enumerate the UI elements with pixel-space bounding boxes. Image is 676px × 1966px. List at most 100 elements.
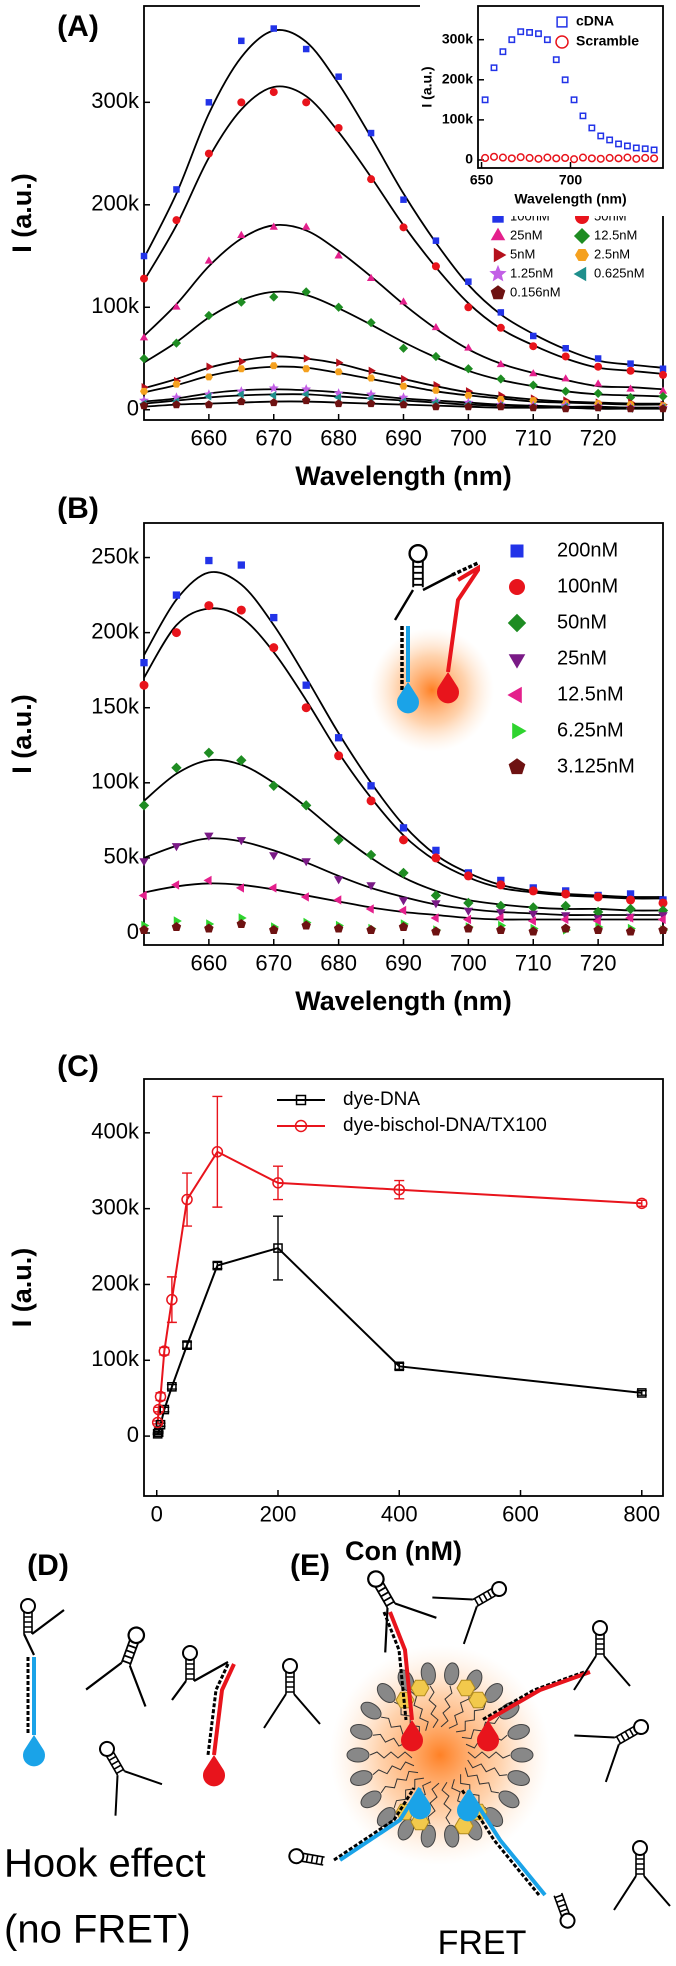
x-tick-label: 700 (559, 171, 583, 187)
target-strand (333, 1787, 416, 1862)
data-point (534, 154, 543, 163)
data-point (496, 880, 506, 890)
data-point (626, 890, 635, 898)
data-point (172, 591, 181, 599)
hairpin-arms (263, 1693, 321, 1729)
data-point (302, 365, 311, 373)
hairpin (288, 1848, 325, 1866)
lipid-head (507, 1724, 530, 1740)
hairpin-stem (595, 1634, 605, 1656)
data-point (139, 680, 149, 690)
hairpin-loop (633, 1719, 650, 1735)
inset-background (420, 2, 665, 216)
legend-marker (508, 654, 526, 669)
data-point (592, 906, 604, 918)
data-point (560, 914, 569, 925)
probe (202, 1663, 236, 1787)
panel-label: (D) (27, 1549, 69, 1582)
data-point (431, 853, 441, 863)
data-point (301, 920, 311, 930)
data-point (236, 605, 246, 615)
illustrations: (D) Hook effect (no FRET) (E) FRET (4, 543, 671, 1962)
data-point (516, 153, 525, 162)
lipid-tail (448, 1691, 470, 1729)
x-tick-label: 690 (385, 426, 422, 451)
data-point (300, 892, 309, 902)
data-point (399, 382, 408, 390)
data-point (302, 45, 310, 53)
lipid-head (507, 1770, 530, 1786)
x-tick-label: 710 (515, 426, 552, 451)
data-point (430, 890, 442, 901)
data-point (398, 392, 409, 402)
x-axis-label: Wavelength (nm) (295, 461, 512, 491)
error-bar (166, 1276, 177, 1324)
data-point (236, 837, 246, 846)
hairpin-stem (120, 1639, 139, 1667)
fit-line (143, 29, 664, 369)
dye (400, 1720, 423, 1752)
data-point (237, 365, 246, 373)
data-point (153, 1427, 164, 1438)
data-point (658, 912, 668, 921)
data-point (529, 403, 538, 412)
legend-marker (295, 1094, 307, 1106)
lipid-tail (427, 1782, 440, 1825)
x-axis-label: Wavelength (nm) (514, 191, 626, 207)
plot-frame (143, 1078, 664, 1497)
data-point (273, 1243, 283, 1253)
cholesterol (468, 1691, 488, 1709)
data-point (238, 37, 245, 45)
data-point (152, 1403, 165, 1416)
glow (370, 628, 494, 752)
lipid-tail (467, 1751, 511, 1759)
data-point (270, 613, 278, 622)
data-point (302, 222, 311, 230)
hairpin-loop (367, 1570, 385, 1588)
y-tick-label: 400k (91, 1119, 140, 1144)
panel-label: (E) (290, 1549, 330, 1582)
hairpin-stem (301, 1852, 325, 1866)
lipid-head (360, 1701, 382, 1720)
legend-label: dye-bischol-DNA/TX100 (343, 1115, 547, 1136)
data-point (594, 362, 603, 371)
lipid-head (360, 1790, 382, 1809)
target-strand (481, 1670, 585, 1722)
x-tick-label: 690 (385, 951, 422, 976)
data-point (334, 734, 343, 742)
data-point (594, 355, 602, 362)
data-point (182, 1340, 192, 1350)
data-point (171, 628, 181, 638)
y-tick-label: 300k (91, 1194, 140, 1219)
data-point (659, 365, 667, 373)
data-point (465, 278, 472, 285)
legend-label: 3.125nM (557, 755, 635, 777)
hairpin-loop (592, 1620, 608, 1636)
y-axis-label: I (a.u.) (7, 1248, 37, 1328)
data-point (268, 780, 279, 791)
data-point (579, 112, 587, 120)
data-point (641, 153, 650, 163)
legend-label: 50nM (557, 611, 607, 633)
data-point (398, 897, 409, 906)
data-point (658, 386, 668, 394)
data-point (367, 129, 375, 137)
lipid-tail (428, 1685, 439, 1728)
data-point (366, 399, 376, 408)
legend-marker (509, 579, 525, 595)
hairpin-stem (553, 1892, 570, 1917)
data-point (204, 923, 214, 933)
data-point (593, 892, 603, 902)
legend-marker (490, 285, 506, 300)
data-point (333, 876, 344, 885)
data-point (301, 390, 309, 399)
data-point (560, 923, 571, 933)
data-point (593, 379, 603, 387)
legend-label: 25nM (557, 647, 607, 669)
data-point (552, 154, 561, 163)
lipid-tail (455, 1701, 487, 1733)
data-point (463, 897, 474, 909)
hairpin-loop (559, 1912, 576, 1929)
legend-marker (555, 35, 569, 49)
